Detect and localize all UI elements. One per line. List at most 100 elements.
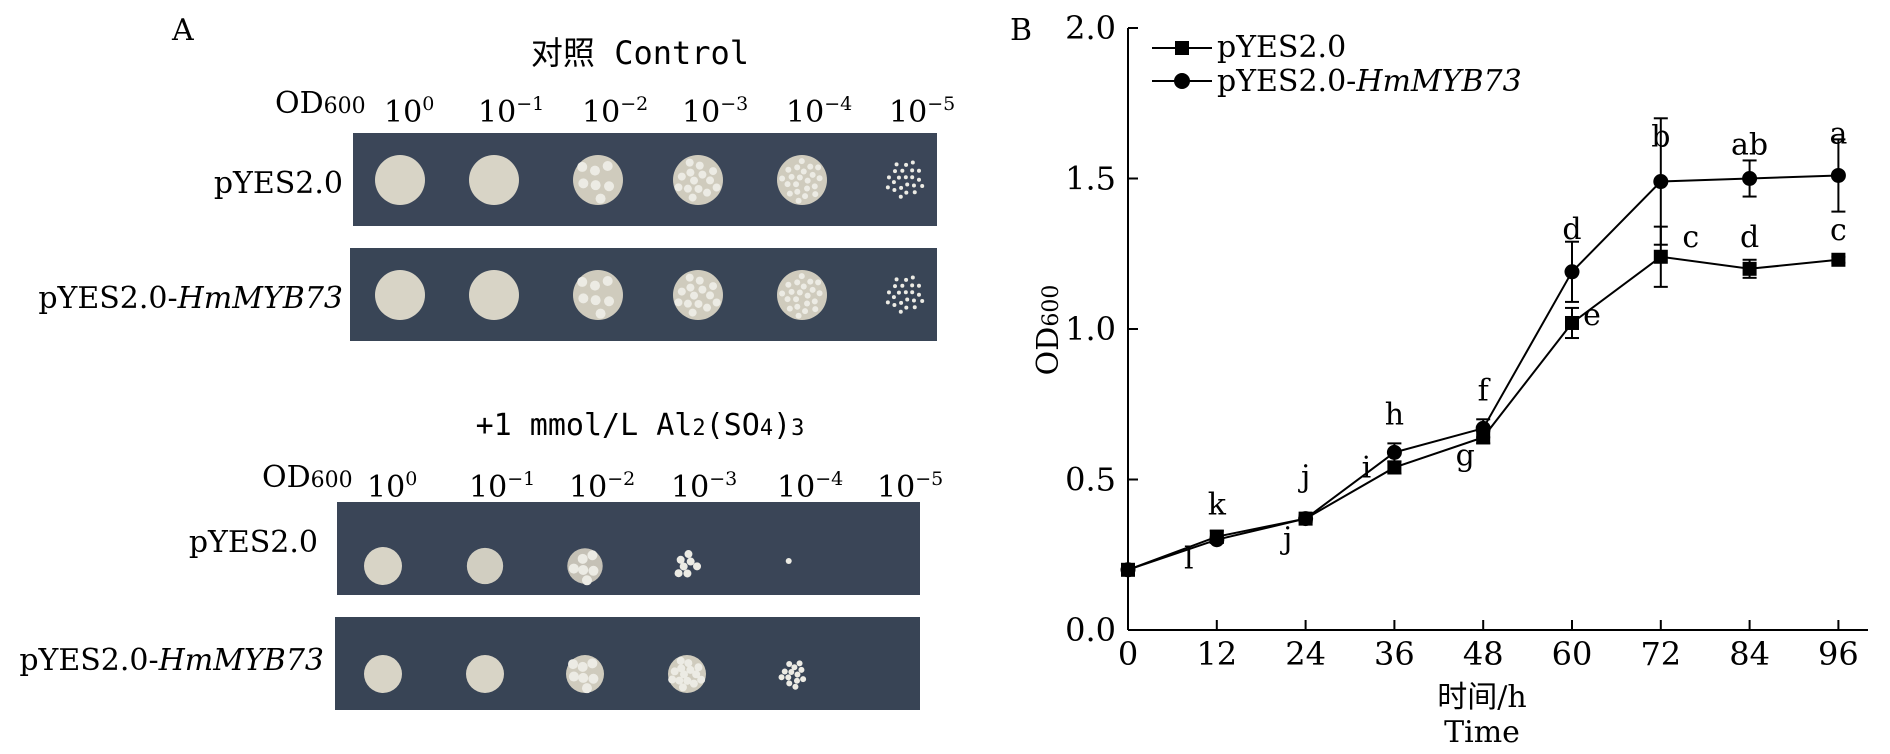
yeast-colony bbox=[784, 181, 791, 188]
yeast-colony bbox=[602, 275, 613, 286]
yeast-colony bbox=[679, 670, 688, 679]
al-row-label-hmmyb73: pYES2.0-HmMYB73 bbox=[19, 643, 324, 678]
x-tick-label: 24 bbox=[1285, 635, 1326, 673]
y-tick-label: 1.0 bbox=[1065, 310, 1116, 348]
yeast-colony bbox=[578, 293, 589, 304]
yeast-colony bbox=[595, 308, 606, 319]
yeast-colony bbox=[794, 279, 801, 286]
yeast-colony bbox=[793, 296, 800, 303]
panel-a-spot-assay: A 对照 Control OD600 100 10−1 10−2 10−3 10−4 10… bbox=[19, 13, 955, 710]
yeast-colony bbox=[676, 656, 685, 665]
yeast-colony bbox=[910, 283, 915, 288]
al-dilution-labels: 100 10−1 10−2 10−3 10−4 10−5 bbox=[367, 468, 943, 505]
significance-letter: f bbox=[1478, 373, 1491, 408]
yeast-colony bbox=[677, 172, 686, 181]
yeast-colony bbox=[690, 291, 699, 300]
yeast-colony bbox=[684, 550, 693, 559]
yeast-colony bbox=[703, 303, 712, 312]
yeast-colony bbox=[898, 309, 903, 314]
yeast-colony bbox=[804, 292, 811, 299]
yeast-colony bbox=[595, 193, 606, 204]
yeast-colony bbox=[911, 183, 916, 188]
yeast-colony bbox=[577, 553, 588, 564]
data-point-circle bbox=[1742, 171, 1758, 186]
data-point-square bbox=[1565, 315, 1579, 330]
legend: pYES2.0 pYES2.0-HmMYB73 bbox=[1152, 30, 1522, 99]
yeast-colony bbox=[886, 290, 891, 295]
yeast-colony bbox=[904, 277, 909, 282]
panel-b-label: B bbox=[1010, 13, 1032, 48]
significance-letter: j bbox=[1280, 522, 1292, 557]
yeast-colony bbox=[688, 308, 697, 317]
yeast-colony bbox=[899, 300, 904, 305]
yeast-colony bbox=[788, 669, 795, 676]
yeast-colony bbox=[910, 175, 915, 180]
yeast-colony bbox=[581, 683, 592, 694]
yeast-colony bbox=[892, 303, 897, 308]
data-point-square bbox=[1831, 252, 1846, 267]
control-od-label: OD600 bbox=[275, 86, 366, 121]
yeast-colony bbox=[578, 178, 589, 189]
yeast-colony bbox=[812, 306, 819, 313]
series-line-0 bbox=[1127, 255, 1839, 571]
yeast-colony bbox=[668, 675, 677, 684]
data-point-square bbox=[1653, 249, 1668, 264]
yeast-colony bbox=[686, 283, 695, 292]
dilution-label: 10−4 bbox=[777, 468, 843, 505]
yeast-colony bbox=[910, 168, 915, 173]
data-point-circle bbox=[1653, 174, 1669, 190]
yeast-colony bbox=[791, 664, 798, 671]
dilution-label: 10−1 bbox=[469, 468, 535, 505]
yeast-colony bbox=[896, 290, 901, 295]
significance-letter: g bbox=[1456, 438, 1475, 473]
yeast-colony bbox=[900, 168, 905, 173]
yeast-colony bbox=[693, 562, 702, 571]
yeast-colony bbox=[811, 298, 818, 305]
yeast-colony bbox=[678, 683, 687, 692]
yeast-colony bbox=[792, 683, 799, 690]
yeast-colony bbox=[916, 292, 921, 297]
yeast-colony bbox=[904, 162, 909, 167]
yeast-colony bbox=[812, 191, 819, 198]
yeast-colony bbox=[590, 180, 601, 191]
yeast-colony bbox=[800, 168, 807, 175]
yeast-colony bbox=[798, 273, 805, 280]
yeast-colony bbox=[785, 674, 792, 681]
al-spots bbox=[364, 547, 807, 694]
yeast-colony bbox=[794, 671, 801, 678]
yeast-colony bbox=[577, 161, 588, 172]
yeast-colony bbox=[815, 279, 822, 286]
yeast-colony bbox=[916, 177, 921, 182]
yeast-colony bbox=[706, 176, 715, 185]
y-tick-label: 1.5 bbox=[1065, 160, 1116, 198]
control-plate-pyes2 bbox=[353, 133, 937, 226]
legend-label-pyes2: pYES2.0 bbox=[1217, 30, 1346, 65]
yeast-spot bbox=[466, 547, 504, 585]
yeast-colony bbox=[910, 160, 915, 165]
yeast-colony bbox=[786, 305, 793, 312]
legend-marker-square bbox=[1175, 41, 1189, 55]
data-point-circle bbox=[1475, 420, 1491, 436]
yeast-colony bbox=[690, 176, 699, 185]
yeast-colony bbox=[677, 287, 686, 296]
yeast-colony bbox=[683, 569, 692, 578]
significance-letter: c bbox=[1830, 213, 1847, 248]
yeast-colony bbox=[779, 290, 786, 297]
yeast-colony bbox=[692, 670, 701, 679]
yeast-colony bbox=[794, 303, 801, 310]
significance-letter: e bbox=[1583, 298, 1601, 333]
yeast-colony bbox=[809, 286, 816, 293]
yeast-colony bbox=[676, 555, 685, 564]
yeast-colony bbox=[904, 305, 909, 310]
al-plate-hmmyb73 bbox=[335, 617, 920, 710]
x-tick-label: 36 bbox=[1374, 635, 1415, 673]
yeast-colony bbox=[785, 558, 792, 565]
yeast-colony bbox=[694, 663, 703, 672]
yeast-colony bbox=[685, 273, 694, 282]
x-axis-label-english: Time bbox=[1444, 715, 1520, 750]
yeast-colony bbox=[807, 163, 814, 170]
yeast-colony bbox=[712, 298, 721, 307]
significance-letter: j bbox=[1298, 460, 1310, 495]
yeast-colony bbox=[916, 283, 921, 288]
dilution-label: 100 bbox=[367, 468, 417, 505]
